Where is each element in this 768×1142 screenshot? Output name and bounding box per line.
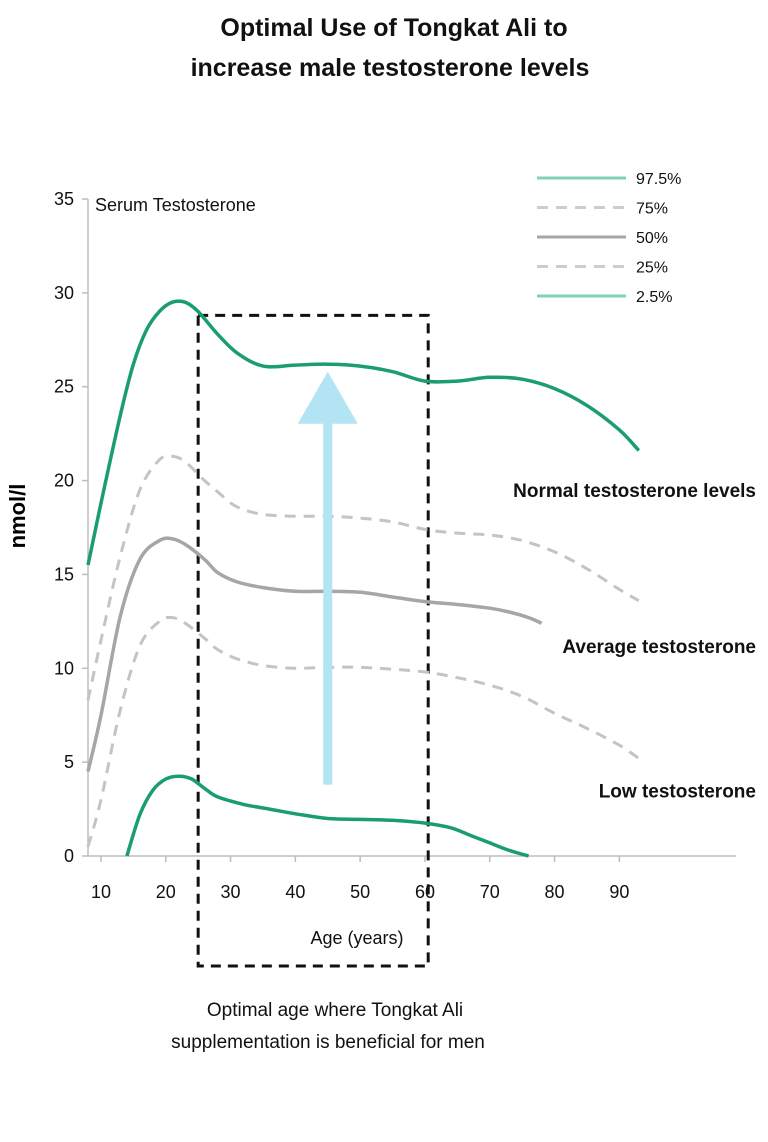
annotation-label: Average testosterone — [562, 637, 756, 658]
series-line-25pct — [86, 615, 640, 848]
caption-line-1: Optimal age where Tongkat Ali — [207, 1000, 463, 1021]
y-tick-label: 35 — [54, 189, 74, 209]
caption-line-2: supplementation is beneficial for men — [171, 1032, 485, 1053]
x-tick-label: 50 — [350, 882, 370, 902]
legend-label: 97.5% — [636, 171, 681, 188]
chart-title-line-1: Optimal Use of Tongkat Ali to — [220, 14, 567, 42]
legend-label: 25% — [636, 260, 668, 277]
series-line-50pct — [86, 536, 543, 772]
annotation-label: Low testosterone — [599, 781, 756, 802]
legend-label: 75% — [636, 201, 668, 218]
x-tick-label: 30 — [221, 882, 241, 902]
series-line-97-5pct — [86, 299, 641, 566]
legend-label: 50% — [636, 230, 668, 247]
x-tick-label: 40 — [285, 882, 305, 902]
legend-label: 2.5% — [636, 289, 672, 306]
y-axis-label: nmol/l — [5, 484, 30, 549]
y-tick-label: 10 — [54, 658, 74, 678]
chart-title-line-2: increase male testosterone levels — [191, 54, 590, 82]
arrow-head — [297, 371, 358, 424]
x-tick-label: 10 — [91, 882, 111, 902]
x-axis-label: Age (years) — [310, 928, 403, 948]
annotation-label: Normal testosterone levels — [513, 481, 756, 502]
series-line-2-5pct — [125, 774, 530, 858]
x-tick-label: 60 — [415, 882, 435, 902]
x-tick-label: 20 — [156, 882, 176, 902]
y-tick-label: 0 — [64, 846, 74, 866]
series-group — [86, 299, 641, 858]
x-tick-label: 80 — [545, 882, 565, 902]
annotations: Normal testosterone levels Average testos… — [513, 481, 756, 802]
x-tick-label: 70 — [480, 882, 500, 902]
series-line-75pct — [86, 454, 640, 701]
x-tick-label: 90 — [609, 882, 629, 902]
y-tick-label: 20 — [54, 471, 74, 491]
highlight-box-group — [196, 313, 430, 968]
arrow-group — [297, 371, 358, 785]
inner-y-label: Serum Testosterone — [95, 195, 256, 215]
y-tick-label: 30 — [54, 283, 74, 303]
y-tick-label: 5 — [64, 752, 74, 772]
y-tick-label: 15 — [54, 564, 74, 584]
y-tick-label: 25 — [54, 377, 74, 397]
axes: 0 5 10 15 20 25 30 35 10 20 30 40 50 60 70 80 90 — [54, 189, 736, 902]
legend: 97.5% 75% 50% 25% 2.5% — [537, 171, 681, 306]
optimal-age-box — [196, 313, 430, 968]
